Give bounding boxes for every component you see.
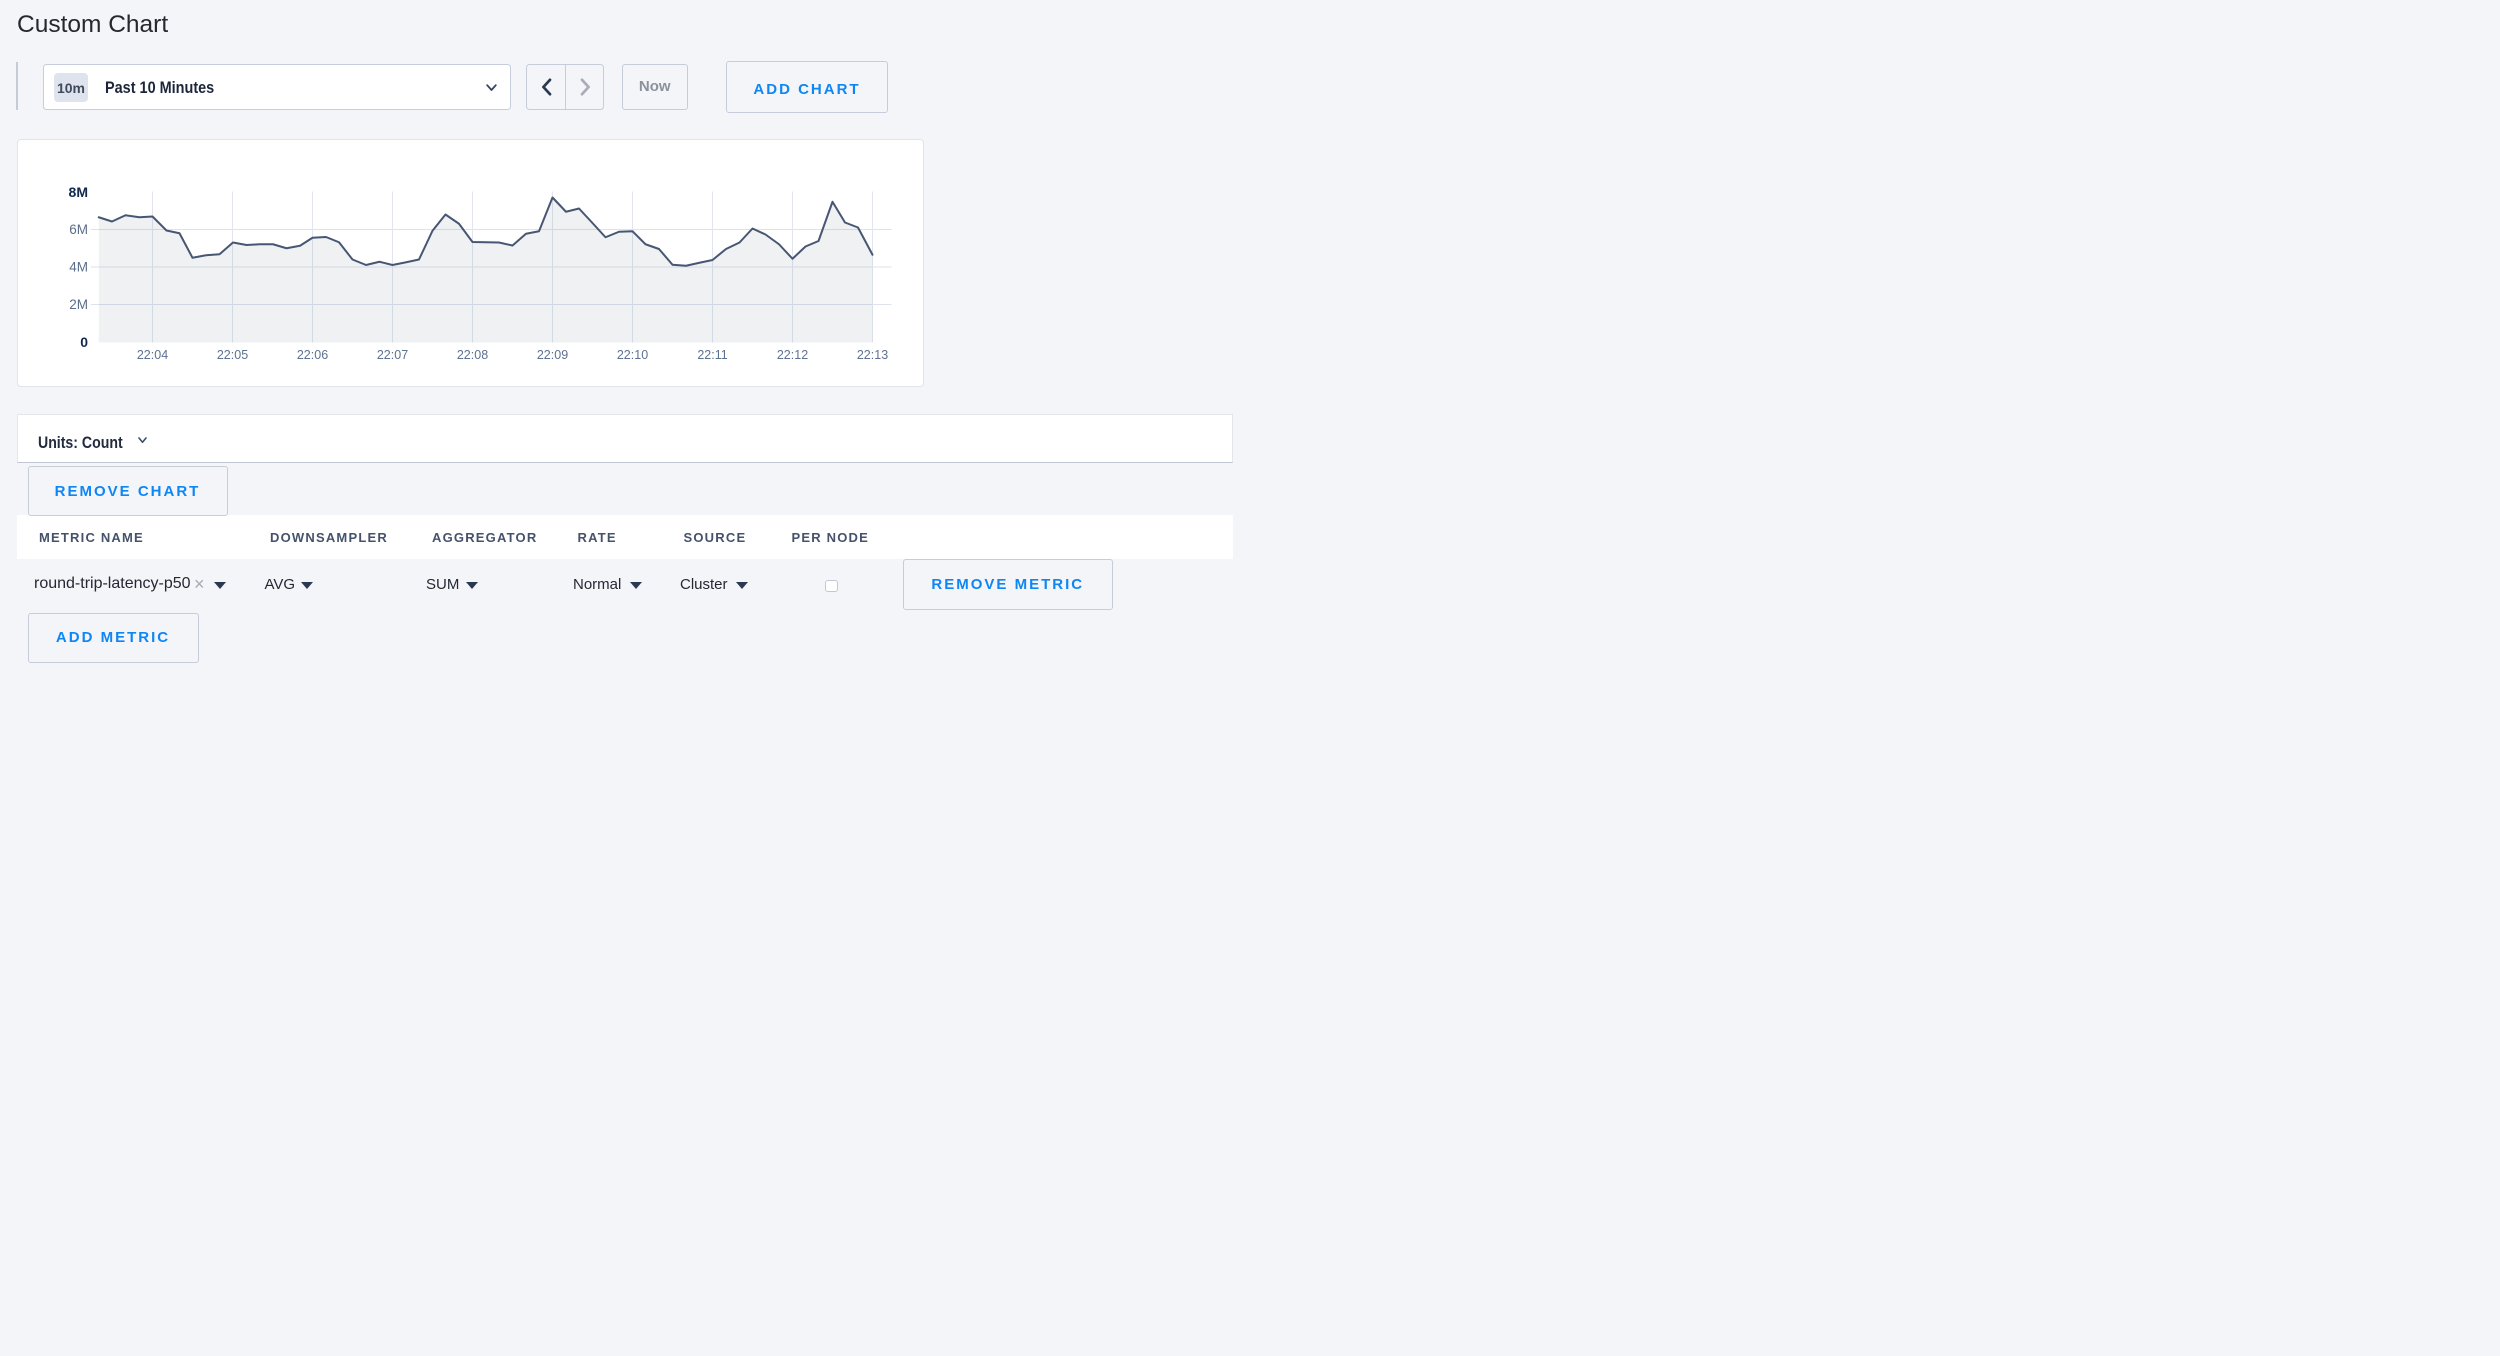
svg-text:22:09: 22:09 <box>536 348 567 362</box>
svg-text:22:13: 22:13 <box>856 348 887 362</box>
svg-text:2M: 2M <box>69 297 88 312</box>
svg-text:4M: 4M <box>69 260 88 275</box>
svg-text:22:05: 22:05 <box>216 348 247 362</box>
svg-text:22:06: 22:06 <box>296 348 327 362</box>
svg-text:22:11: 22:11 <box>697 348 727 362</box>
svg-text:22:04: 22:04 <box>136 348 167 362</box>
svg-text:22:07: 22:07 <box>376 348 407 362</box>
svg-text:0: 0 <box>80 334 88 350</box>
svg-text:6M: 6M <box>69 222 88 237</box>
svg-text:22:12: 22:12 <box>776 348 807 362</box>
svg-text:22:08: 22:08 <box>456 348 487 362</box>
svg-text:22:10: 22:10 <box>616 348 647 362</box>
svg-text:8M: 8M <box>68 184 87 200</box>
